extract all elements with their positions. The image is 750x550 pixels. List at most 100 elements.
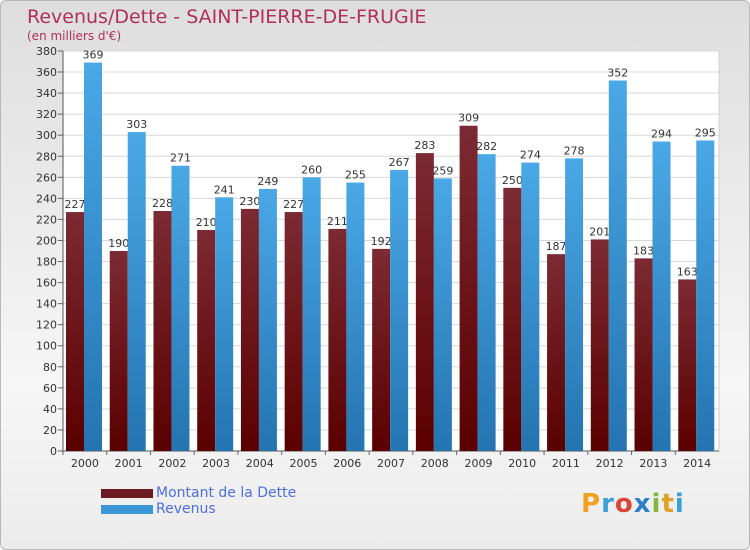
x-tick-label: 2010 [508, 457, 536, 470]
data-label-revenus: 295 [695, 126, 716, 139]
x-tick-label: 2009 [464, 457, 492, 470]
bar-dette [415, 153, 434, 451]
data-label-revenus: 274 [520, 149, 541, 162]
y-tick-label: 280 [36, 150, 57, 163]
y-tick-label: 160 [36, 277, 57, 290]
data-label-dette: 230 [239, 195, 260, 208]
chart-title: Revenus/Dette - SAINT-PIERRE-DE-FRUGIE [27, 6, 427, 28]
y-tick-label: 240 [36, 192, 57, 205]
data-label-revenus: 271 [170, 152, 191, 165]
data-label-dette: 201 [589, 225, 610, 238]
logo-letter: i [674, 489, 685, 519]
bar-revenus [84, 62, 102, 451]
bar-dette [109, 251, 128, 451]
data-label-dette: 163 [677, 265, 698, 278]
bar-revenus [477, 154, 496, 451]
data-label-revenus: 255 [345, 169, 366, 182]
chart-subtitle: (en milliers d'€) [27, 29, 122, 43]
data-label-revenus: 260 [301, 163, 322, 176]
proxiti-logo: Proxiti [581, 489, 685, 519]
bar-dette [328, 228, 347, 451]
bar-dette [547, 254, 566, 451]
data-label-dette: 187 [546, 240, 567, 253]
y-tick-label: 180 [36, 256, 57, 269]
y-tick-label: 200 [36, 234, 57, 247]
data-label-revenus: 278 [564, 144, 585, 157]
bar-revenus [696, 140, 715, 451]
x-tick-label: 2014 [683, 457, 711, 470]
logo-letter: P [581, 489, 602, 519]
bar-revenus [258, 188, 277, 452]
y-tick-label: 40 [43, 403, 57, 416]
bar-dette [503, 187, 522, 451]
data-label-dette: 250 [502, 174, 523, 187]
logo-letter: x [633, 489, 652, 519]
bar-revenus [127, 132, 146, 452]
y-tick-label: 360 [36, 66, 57, 79]
bar-dette [153, 211, 172, 451]
bar-revenus [433, 178, 452, 452]
bar-dette [372, 248, 391, 451]
bar-dette [66, 212, 84, 451]
bar-revenus [302, 177, 321, 451]
bar-dette [634, 258, 653, 451]
y-tick-label: 380 [36, 45, 57, 58]
y-tick-label: 100 [36, 340, 57, 353]
y-tick-label: 220 [36, 213, 57, 226]
bar-dette [678, 279, 697, 451]
data-label-dette: 210 [196, 216, 217, 229]
legend-swatch-revenus [101, 505, 153, 514]
data-label-dette: 227 [65, 198, 86, 211]
data-label-dette: 211 [327, 215, 348, 228]
x-tick-label: 2006 [333, 457, 361, 470]
y-tick-label: 80 [43, 361, 57, 374]
logo-letter: o [614, 489, 634, 519]
bar-dette [240, 208, 259, 451]
y-tick-label: 120 [36, 319, 57, 332]
bar-dette [197, 229, 216, 451]
data-label-dette: 309 [458, 112, 479, 125]
x-tick-label: 2003 [202, 457, 230, 470]
x-tick-label: 2007 [377, 457, 405, 470]
data-label-dette: 190 [108, 237, 129, 250]
bar-dette [284, 212, 303, 451]
y-tick-label: 0 [50, 445, 57, 458]
bar-revenus [652, 141, 671, 452]
data-label-revenus: 241 [214, 183, 235, 196]
bar-dette [459, 125, 478, 451]
bar-revenus [215, 197, 234, 451]
data-label-dette: 228 [152, 197, 173, 210]
data-label-revenus: 282 [476, 140, 497, 153]
data-label-revenus: 303 [126, 118, 147, 131]
bar-dette [590, 239, 609, 451]
data-label-dette: 183 [633, 244, 654, 257]
data-label-revenus: 369 [83, 49, 104, 62]
legend-label-revenus: Revenus [156, 501, 216, 517]
data-label-dette: 227 [283, 198, 304, 211]
legend-label-dette: Montant de la Dette [156, 485, 297, 501]
x-tick-label: 2002 [158, 457, 186, 470]
x-tick-label: 2005 [290, 457, 318, 470]
x-tick-label: 2001 [115, 457, 143, 470]
x-tick-label: 2011 [552, 457, 580, 470]
logo-letter: i [651, 489, 662, 519]
data-label-revenus: 259 [432, 164, 453, 177]
y-tick-label: 20 [43, 424, 57, 437]
x-tick-label: 2008 [421, 457, 449, 470]
data-label-revenus: 267 [389, 156, 410, 169]
legend-swatch-dette [101, 489, 153, 498]
logo-letter: r [601, 489, 615, 519]
y-tick-label: 260 [36, 171, 57, 184]
y-tick-label: 340 [36, 87, 57, 100]
x-tick-label: 2004 [246, 457, 274, 470]
logo-letter: t [661, 489, 675, 519]
data-label-revenus: 249 [257, 175, 278, 188]
bar-revenus [565, 158, 584, 452]
data-label-dette: 283 [414, 139, 435, 152]
y-tick-label: 60 [43, 382, 57, 395]
bar-revenus [608, 80, 627, 451]
x-tick-label: 2012 [596, 457, 624, 470]
data-label-revenus: 352 [607, 66, 628, 79]
y-tick-label: 140 [36, 298, 57, 311]
